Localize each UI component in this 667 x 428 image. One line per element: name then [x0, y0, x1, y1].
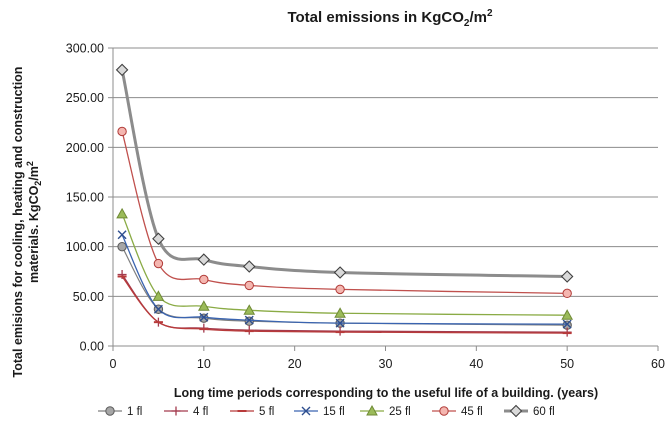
legend-item-60-fl: 60 fl: [504, 404, 555, 418]
x-tick-label: 60: [651, 357, 665, 371]
legend-marker: [439, 406, 449, 416]
legend-marker: [301, 406, 311, 416]
legend-item-45-fl: 45 fl: [432, 406, 483, 418]
series-layer: [115, 63, 574, 337]
legend: 1 fl 4 fl 5 fl 15 fl 25 fl 45 fl 60 fl: [98, 404, 555, 418]
grid-layer: [113, 47, 658, 347]
ticks-layer: 0.00 50.00 100.00 150.00 200.00 250.00 300.00 0…: [66, 42, 665, 372]
data-point: [153, 258, 164, 269]
y-tick-label: 250.00: [66, 91, 104, 105]
series-line: [121, 131, 568, 294]
legend-marker: [105, 406, 115, 416]
chart-title: Total emissions in KgCO2/m2: [287, 8, 493, 29]
legend-marker: [509, 404, 523, 418]
legend-label: 4 fl: [193, 406, 208, 418]
data-point: [115, 63, 129, 77]
data-point: [152, 290, 165, 301]
y-tick-label: 0.00: [80, 340, 104, 354]
legend-label: 1 fl: [127, 406, 142, 418]
data-point: [197, 300, 210, 311]
x-tick-label: 0: [110, 357, 117, 371]
legend-label: 5 fl: [259, 406, 274, 418]
data-point: [244, 315, 254, 325]
data-point: [333, 266, 347, 279]
series-25-fl: [116, 207, 574, 320]
data-point: [335, 284, 345, 295]
series-4-fl: [117, 269, 572, 337]
data-point: [117, 269, 127, 279]
series-45-fl: [117, 126, 572, 299]
legend-item-15-fl: 15 fl: [294, 406, 345, 418]
x-tick-label: 20: [288, 357, 302, 371]
data-point: [335, 318, 345, 328]
legend-item-25-fl: 25 fl: [360, 404, 411, 418]
data-point: [562, 288, 572, 299]
legend-label: 60 fl: [533, 406, 555, 418]
legend-label: 15 fl: [323, 406, 345, 418]
data-point: [153, 304, 163, 314]
data-point: [244, 280, 254, 291]
data-point: [334, 307, 346, 318]
x-tick-label: 30: [379, 357, 393, 371]
data-point: [199, 312, 209, 322]
data-point: [244, 316, 254, 326]
data-point: [116, 207, 128, 219]
y-tick-label: 150.00: [66, 191, 104, 205]
series-60-fl: [115, 63, 574, 283]
data-point: [560, 270, 574, 283]
x-axis-title: Long time periods corresponding to the u…: [174, 386, 598, 400]
x-tick-label: 50: [560, 357, 574, 371]
legend-item-1-fl: 1 fl: [98, 406, 142, 418]
data-point: [117, 241, 127, 252]
data-point: [197, 253, 211, 266]
data-point: [561, 309, 574, 320]
data-point: [152, 232, 165, 245]
data-point: [242, 260, 256, 273]
data-point: [199, 313, 209, 323]
data-point: [117, 126, 127, 137]
y-axis-title-line1: Total emisions for cooling, heating and …: [11, 67, 25, 378]
data-point: [117, 230, 127, 240]
series-line: [120, 69, 568, 278]
data-point: [243, 304, 256, 315]
y-tick-label: 200.00: [66, 141, 104, 155]
legend-label: 25 fl: [389, 406, 411, 418]
y-axis-title: Total emisions for cooling, heating and …: [11, 67, 43, 378]
data-point: [199, 274, 209, 285]
y-tick-label: 300.00: [66, 42, 104, 56]
y-axis-title-line2: materials. KgCO2/m2: [25, 161, 43, 283]
y-tick-label: 100.00: [66, 240, 104, 254]
series-15-fl: [117, 230, 572, 329]
y-tick-label: 50.00: [73, 290, 104, 304]
legend-label: 45 fl: [461, 406, 483, 418]
legend-item-4-fl: 4 fl: [164, 406, 208, 418]
x-tick-label: 10: [197, 357, 211, 371]
series-5-fl: [117, 275, 572, 335]
legend-marker: [171, 406, 181, 416]
data-point: [562, 319, 572, 329]
legend-marker: [366, 404, 378, 416]
x-tick-label: 40: [469, 357, 483, 371]
legend-item-5-fl: 5 fl: [230, 406, 274, 418]
series-line: [121, 213, 568, 316]
